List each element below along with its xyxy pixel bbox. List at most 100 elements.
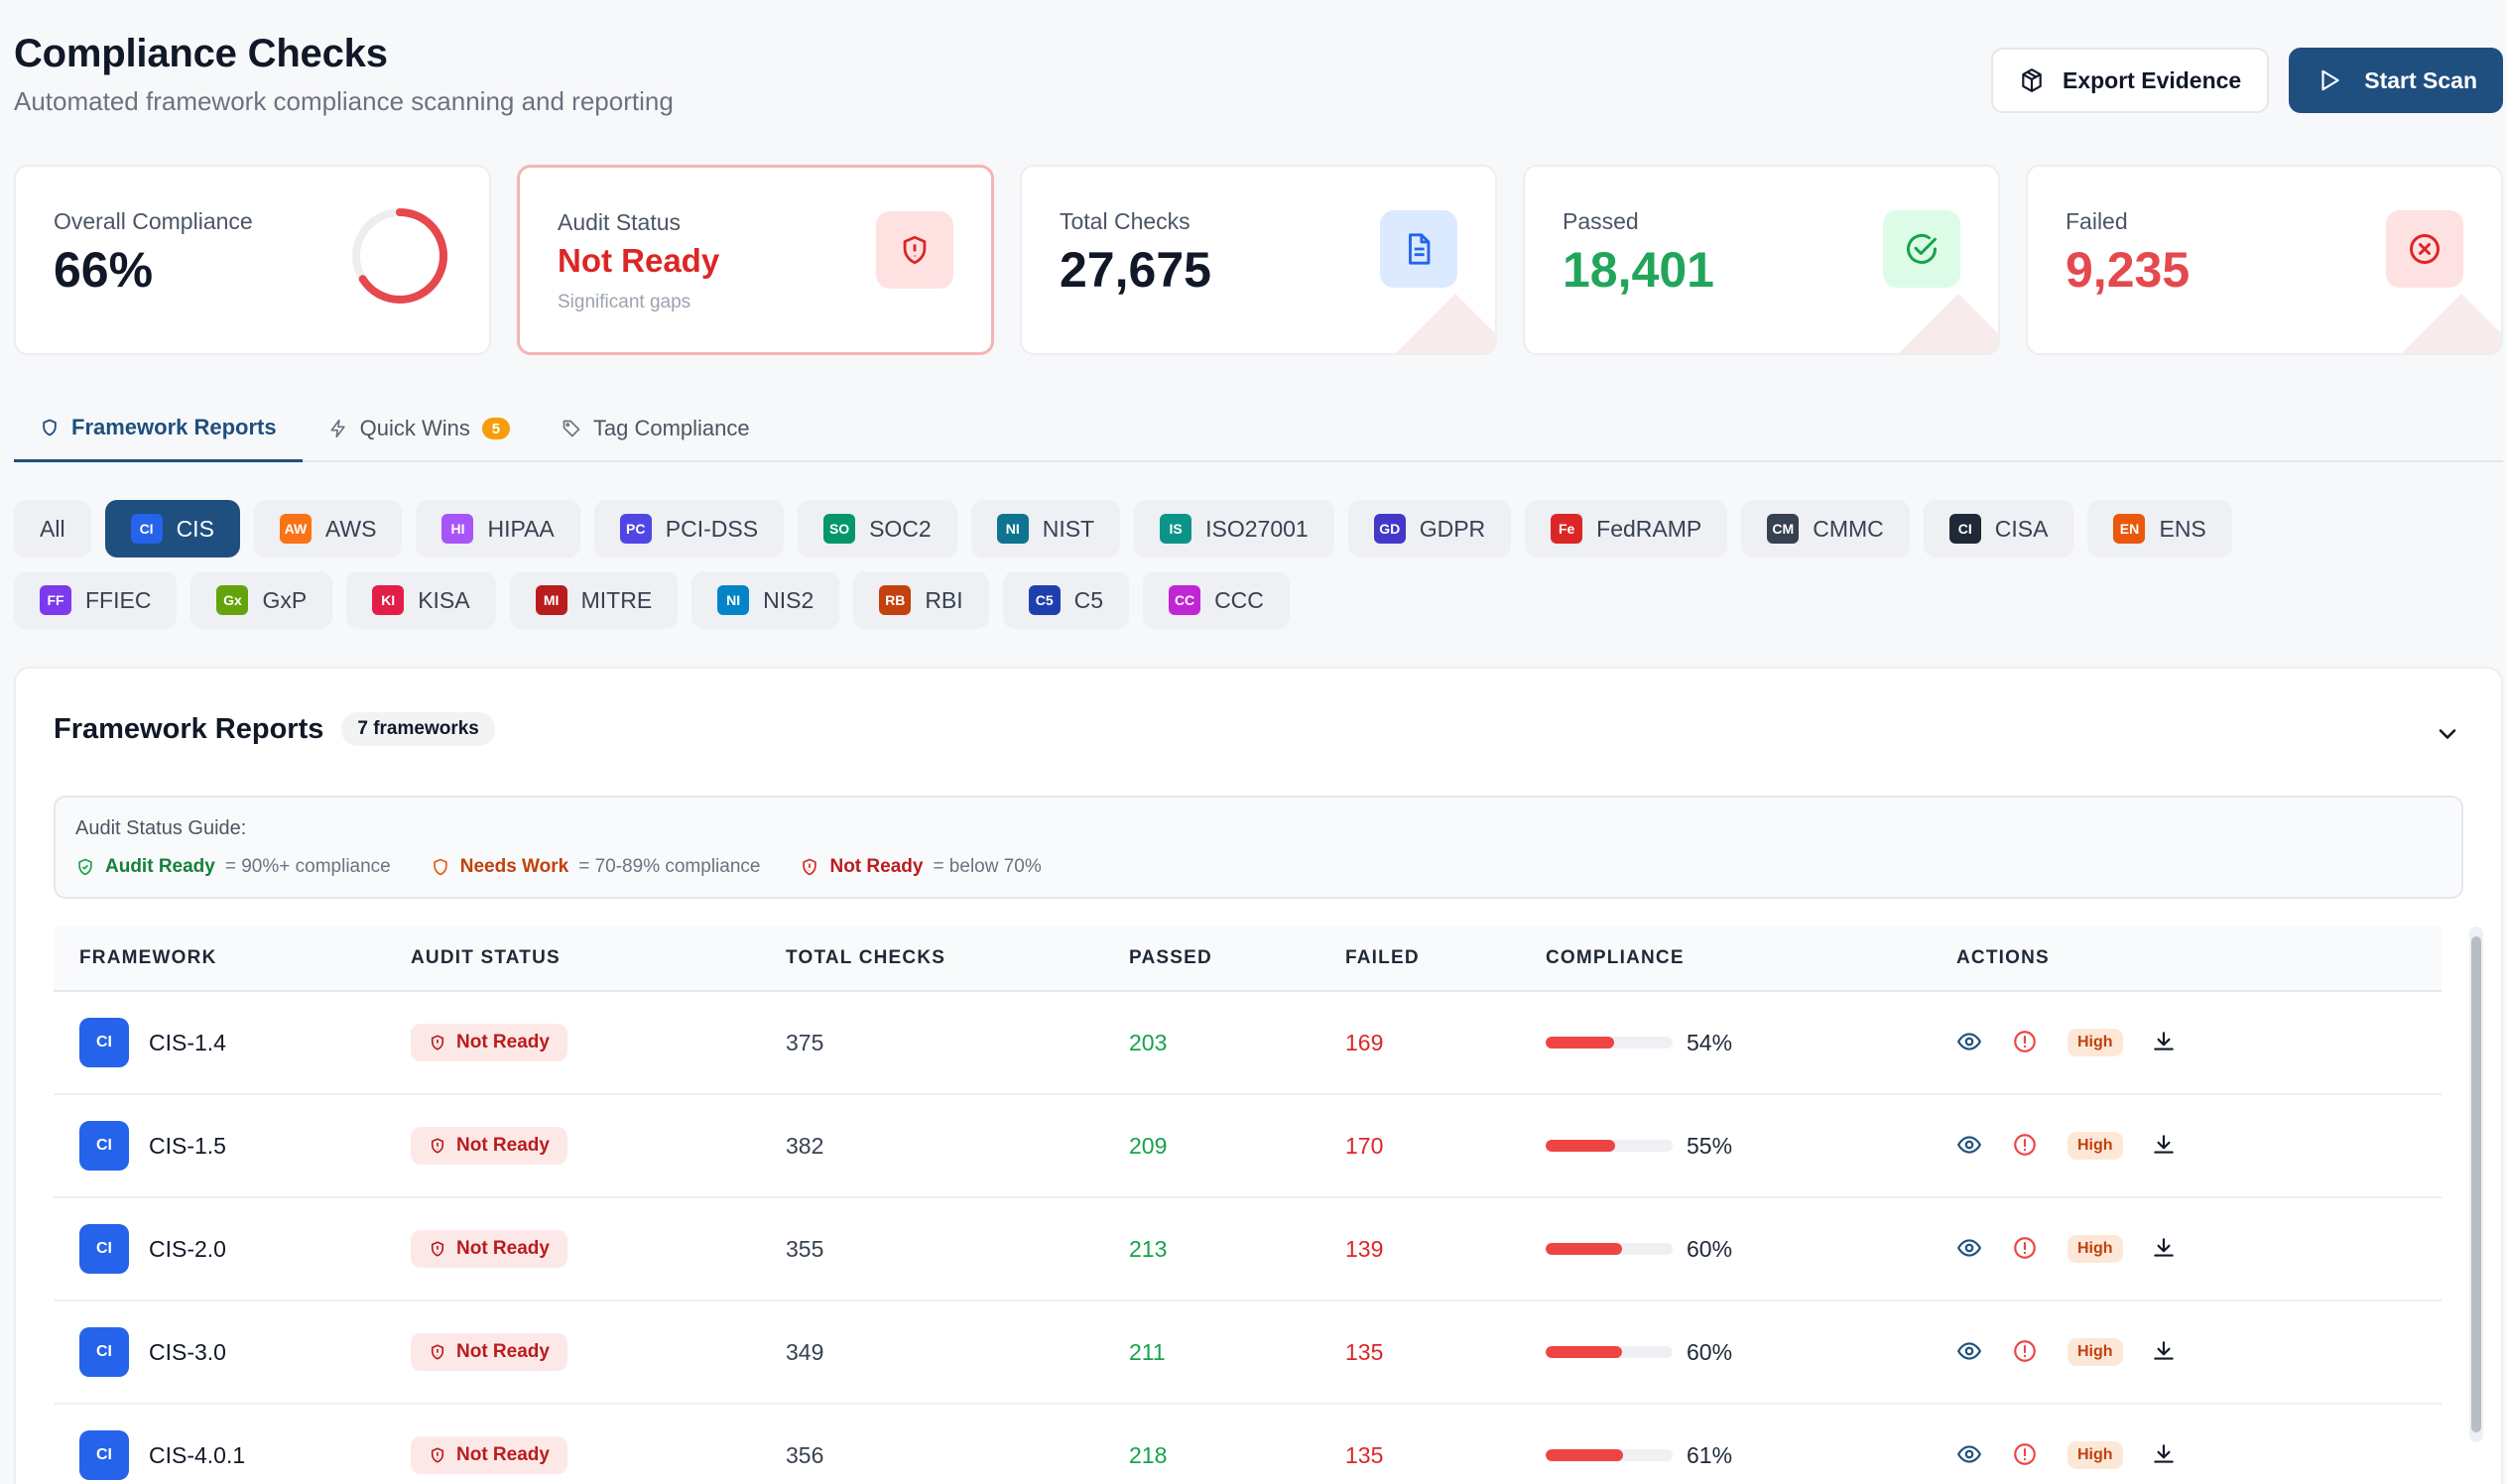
filter-chip-gdpr[interactable]: GD GDPR bbox=[1347, 500, 1512, 557]
tab-label: Quick Wins bbox=[359, 416, 470, 440]
compliance-cell: 61% bbox=[1546, 1442, 1944, 1469]
column-header: TOTAL CHECKS bbox=[786, 947, 946, 968]
scrollbar-thumb[interactable] bbox=[2471, 936, 2481, 1432]
filter-chip-fedramp[interactable]: Fe FedRAMP bbox=[1525, 500, 1728, 557]
framework-code-badge: NI bbox=[717, 585, 750, 615]
compliance-donut-arc bbox=[352, 208, 447, 304]
filter-chip-aws[interactable]: AW AWS bbox=[253, 500, 403, 557]
table-row[interactable]: CI CIS-1.4 Not Ready 375 203 169 54% Hig… bbox=[54, 992, 2442, 1095]
filter-chip-kisa[interactable]: KI KISA bbox=[346, 571, 496, 629]
stats-row: Overall Compliance 66% Audit Status Not … bbox=[14, 165, 2503, 355]
table-scrollbar[interactable] bbox=[2469, 927, 2483, 1442]
compliance-cell: 55% bbox=[1546, 1133, 1944, 1160]
alert-circle-icon[interactable] bbox=[2012, 1235, 2040, 1263]
passed-cell: 211 bbox=[1129, 1338, 1166, 1365]
filter-chip-soc2[interactable]: SO SOC2 bbox=[798, 500, 957, 557]
filter-chip-nist[interactable]: NI NIST bbox=[970, 500, 1121, 557]
alert-circle-icon[interactable] bbox=[2012, 1338, 2040, 1366]
audit-status-note: Significant gaps bbox=[558, 292, 691, 312]
total-checks-cell: 356 bbox=[786, 1441, 824, 1468]
chevron-down-icon[interactable] bbox=[2434, 720, 2461, 748]
download-icon[interactable] bbox=[2151, 1441, 2179, 1469]
filter-chip-cmmc[interactable]: CM CMMC bbox=[1741, 500, 1910, 557]
header-actions: Export Evidence Start Scan bbox=[1991, 48, 2503, 113]
status-label: Not Ready bbox=[456, 1341, 550, 1362]
export-evidence-button[interactable]: Export Evidence bbox=[1991, 48, 2270, 113]
compliance-percent: 60% bbox=[1687, 1338, 1733, 1365]
guide-title: Audit Status Guide: bbox=[75, 817, 247, 839]
filter-chip-hipaa[interactable]: HI HIPAA bbox=[416, 500, 580, 557]
framework-code-badge: CI bbox=[130, 514, 163, 544]
filter-chip-cis[interactable]: CI CIS bbox=[104, 500, 240, 557]
compliance-bar-fill bbox=[1546, 1037, 1615, 1049]
filter-chip-nis2[interactable]: NI NIS2 bbox=[691, 571, 840, 629]
framework-filter-chips: All CI CIS AW AWS HI HIPAA PC PCI-DSS SO SOC2 NI NIS… bbox=[14, 500, 2395, 629]
download-icon[interactable] bbox=[2151, 1235, 2179, 1263]
tab-framework-reports[interactable]: Framework Reports bbox=[14, 395, 303, 462]
compliance-cell: 60% bbox=[1546, 1339, 1944, 1366]
framework-code-badge: C5 bbox=[1028, 585, 1061, 615]
shield-alert-icon bbox=[876, 211, 953, 289]
compliance-bar bbox=[1546, 1449, 1673, 1461]
framework-code-badge: IS bbox=[1160, 514, 1192, 544]
failed-cell: 169 bbox=[1345, 1029, 1384, 1055]
filter-chip-ccc[interactable]: CC CCC bbox=[1143, 571, 1290, 629]
filter-chip-rbi[interactable]: RB RBI bbox=[853, 571, 989, 629]
tag-icon bbox=[562, 419, 581, 438]
framework-code-badge: NI bbox=[996, 514, 1029, 544]
alert-circle-icon[interactable] bbox=[2012, 1132, 2040, 1160]
compliance-bar bbox=[1546, 1037, 1673, 1049]
shield-icon bbox=[434, 858, 447, 876]
shield-alert-icon bbox=[431, 1241, 444, 1257]
filter-chip-label: All bbox=[40, 515, 65, 542]
eye-icon[interactable] bbox=[1956, 1029, 1984, 1056]
severity-badge: High bbox=[2067, 1132, 2123, 1160]
eye-icon[interactable] bbox=[1956, 1235, 1984, 1263]
status-label: Not Ready bbox=[456, 1238, 550, 1259]
eye-icon[interactable] bbox=[1956, 1338, 1984, 1366]
download-icon[interactable] bbox=[2151, 1029, 2179, 1056]
card-decoration bbox=[2402, 294, 2501, 353]
filter-chip-mitre[interactable]: MI MITRE bbox=[509, 571, 679, 629]
filter-chip-c5[interactable]: C5 C5 bbox=[1002, 571, 1130, 629]
filter-chip-ens[interactable]: EN ENS bbox=[2087, 500, 2232, 557]
tab-label: Framework Reports bbox=[71, 414, 277, 439]
tab-quick-wins[interactable]: Quick Wins 5 bbox=[303, 395, 536, 462]
passed-cell: 203 bbox=[1129, 1029, 1168, 1055]
filter-chip-label: FFIEC bbox=[85, 586, 152, 613]
start-scan-button[interactable]: Start Scan bbox=[2289, 48, 2503, 113]
start-scan-label: Start Scan bbox=[2364, 66, 2477, 93]
alert-circle-icon[interactable] bbox=[2012, 1441, 2040, 1469]
page-title: Compliance Checks bbox=[14, 32, 388, 75]
filter-chip-all[interactable]: All bbox=[14, 500, 91, 557]
download-icon[interactable] bbox=[2151, 1338, 2179, 1366]
card-decoration bbox=[1396, 294, 1495, 353]
table-row[interactable]: CI CIS-3.0 Not Ready 349 211 135 60% Hig… bbox=[54, 1301, 2442, 1405]
filter-chip-label: NIS2 bbox=[763, 586, 814, 613]
filter-chip-gxp[interactable]: Gx GxP bbox=[190, 571, 333, 629]
framework-name: CIS-3.0 bbox=[149, 1338, 226, 1365]
table-row[interactable]: CI CIS-2.0 Not Ready 355 213 139 60% Hig… bbox=[54, 1198, 2442, 1301]
filter-chip-pci-dss[interactable]: PC PCI-DSS bbox=[593, 500, 785, 557]
framework-table: FRAMEWORK AUDIT STATUS TOTAL CHECKS PASS… bbox=[54, 927, 2442, 1484]
table-row[interactable]: CI CIS-1.5 Not Ready 382 209 170 55% Hig… bbox=[54, 1095, 2442, 1198]
filter-chip-iso27001[interactable]: IS ISO27001 bbox=[1134, 500, 1334, 557]
passed-value: 18,401 bbox=[1563, 242, 1714, 298]
document-icon bbox=[1380, 210, 1457, 288]
status-badge: Not Ready bbox=[411, 1333, 567, 1371]
compliance-percent: 54% bbox=[1687, 1029, 1733, 1055]
compliance-cell: 60% bbox=[1546, 1236, 1944, 1263]
table-row[interactable]: CI CIS-4.0.1 Not Ready 356 218 135 61% H… bbox=[54, 1405, 2442, 1484]
audit-status-cell: Not Ready bbox=[411, 1127, 786, 1165]
tab-tag-compliance[interactable]: Tag Compliance bbox=[536, 395, 776, 462]
status-badge: Not Ready bbox=[411, 1127, 567, 1165]
passed-label: Passed bbox=[1563, 208, 1639, 234]
alert-circle-icon[interactable] bbox=[2012, 1029, 2040, 1056]
eye-icon[interactable] bbox=[1956, 1132, 1984, 1160]
eye-icon[interactable] bbox=[1956, 1441, 1984, 1469]
column-header: PASSED bbox=[1129, 947, 1212, 968]
filter-chip-ffiec[interactable]: FF FFIEC bbox=[14, 571, 178, 629]
filter-chip-cisa[interactable]: CI CISA bbox=[1923, 500, 2074, 557]
download-icon[interactable] bbox=[2151, 1132, 2179, 1160]
framework-code-badge: CI bbox=[79, 1327, 129, 1377]
